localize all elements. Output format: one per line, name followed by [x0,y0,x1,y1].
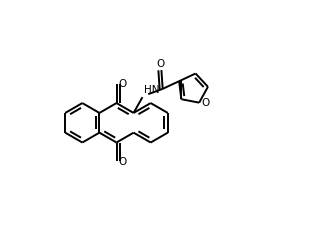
Text: O: O [201,98,210,108]
Text: O: O [119,157,127,167]
Text: O: O [157,59,165,69]
Text: HN: HN [144,85,159,95]
Text: O: O [119,79,127,89]
